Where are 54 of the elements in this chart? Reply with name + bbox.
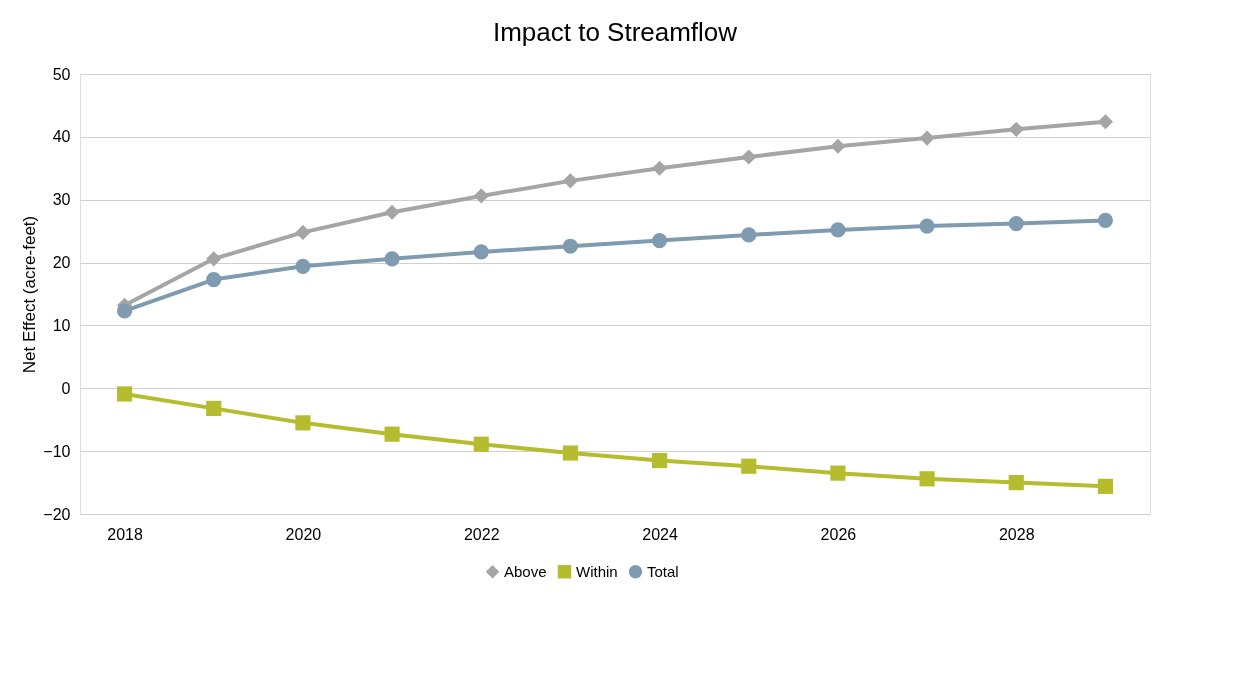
point [562, 238, 578, 254]
point [652, 160, 668, 176]
point [117, 303, 133, 319]
point [919, 471, 935, 487]
point [562, 445, 578, 461]
point [830, 465, 846, 481]
point [473, 436, 489, 452]
legend-label: Above [504, 562, 547, 580]
point [206, 271, 222, 288]
point [1097, 478, 1113, 494]
y-tick-label: 20 [52, 254, 71, 272]
y-tick-label: −20 [43, 505, 71, 523]
point [830, 138, 846, 154]
y-tick-label: 50 [52, 65, 71, 83]
point [741, 227, 757, 243]
y-axis-title: Net Effect (acre-feet) [20, 215, 40, 374]
y-tick-label: 10 [52, 316, 71, 334]
point [1097, 114, 1113, 130]
point [919, 218, 935, 234]
point [117, 386, 133, 402]
point [473, 244, 489, 260]
x-tick-label: 2018 [107, 525, 143, 543]
point [206, 251, 222, 267]
legend-label: Within [576, 562, 618, 580]
point [562, 173, 578, 189]
point [384, 204, 400, 220]
point [206, 400, 222, 416]
x-tick-label: 2024 [642, 525, 678, 543]
point [295, 224, 311, 240]
point [384, 251, 400, 267]
point [919, 130, 935, 146]
point [1097, 212, 1113, 229]
point [741, 149, 757, 165]
x-tick-label: 2020 [285, 525, 322, 543]
y-tick-label: −10 [43, 442, 71, 460]
x-tick-label: 2022 [463, 525, 500, 543]
chart-title: Impact to Streamflow [492, 17, 738, 47]
point [652, 233, 668, 249]
y-tick-label: 0 [61, 379, 71, 397]
point [741, 458, 757, 474]
point [295, 415, 311, 431]
x-tick-label: 2028 [998, 525, 1035, 543]
y-tick-label: 30 [52, 191, 71, 209]
point [830, 222, 846, 238]
x-tick-label: 2026 [820, 525, 857, 543]
point [1008, 216, 1024, 232]
point [295, 258, 311, 274]
legend-label: Total [647, 562, 679, 580]
point [384, 426, 400, 442]
point [1008, 474, 1024, 491]
point [652, 452, 668, 469]
point [1008, 121, 1024, 137]
point [473, 188, 489, 204]
y-tick-label: 40 [52, 128, 71, 146]
